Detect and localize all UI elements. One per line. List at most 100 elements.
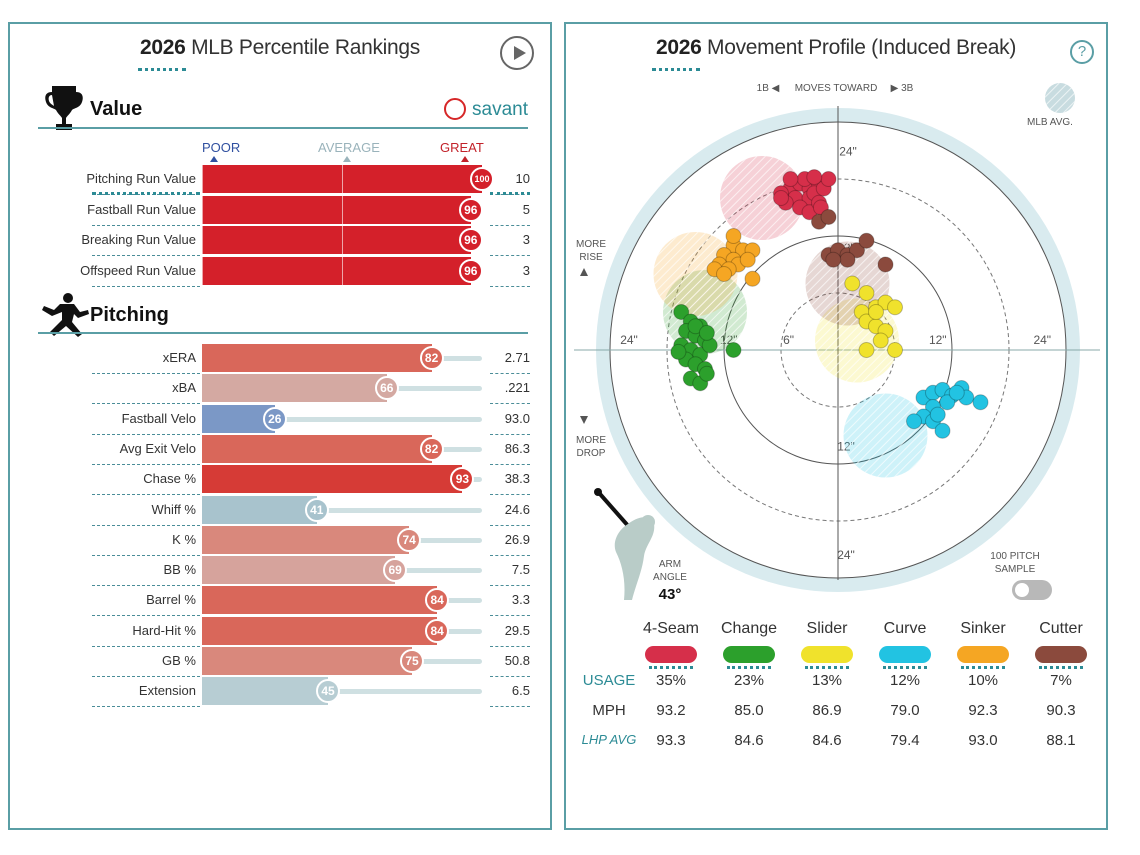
row-divider: [92, 433, 200, 435]
pitch-point: [858, 342, 875, 358]
rise-arrow-icon: [580, 268, 588, 276]
metric-bar: [202, 495, 317, 524]
highlight-underline: [490, 192, 530, 195]
pitch-type-underline: [805, 666, 849, 669]
scale-markers: [210, 156, 469, 162]
percentile-rankings-panel: 2026 MLB Percentile Rankings Value savan…: [8, 22, 552, 830]
pitch-point: [825, 251, 842, 268]
ring-label: 12": [929, 333, 947, 347]
metric-label: Barrel %: [146, 592, 196, 608]
pitch-point: [698, 365, 715, 382]
metric-bar: [202, 256, 471, 285]
pitch-type-name: Slider: [806, 620, 848, 637]
usage-value: 35%: [655, 672, 687, 689]
ring-label: 24": [620, 333, 638, 347]
metric-value: 50.8: [504, 653, 530, 668]
mlb-avg-legend-label: MLB AVG.: [1027, 117, 1073, 128]
row-divider: [490, 433, 530, 435]
metric-bar: [202, 525, 410, 554]
pitching-section-divider: [38, 332, 528, 334]
more-drop-label: MORE DROP: [576, 435, 606, 459]
pitch-type-underline: [961, 666, 1005, 669]
mlb-avg-hatch: [843, 393, 928, 478]
pitch-type-swatch: [879, 646, 931, 663]
percentile-title-text: MLB Percentile Rankings: [191, 36, 420, 59]
metric-label: GB %: [162, 653, 196, 668]
percentile-marker: 82: [419, 436, 444, 461]
lhp-avg-value: 93.0: [968, 732, 998, 749]
pitch-point: [948, 384, 965, 401]
metric-bar: [202, 586, 438, 615]
metric-label: BB %: [163, 562, 196, 578]
pitch-point: [820, 171, 837, 187]
sample-toggle[interactable]: [1012, 580, 1052, 600]
pitcher-arm-angle-icon: [594, 488, 655, 600]
pitch-point: [934, 422, 951, 439]
metric-value: 86.3: [504, 440, 530, 456]
metric-bar: [202, 556, 396, 585]
row-divider: [490, 706, 530, 708]
row-divider: [92, 706, 200, 708]
pitch-point: [929, 406, 946, 423]
savant-link[interactable]: savant: [472, 99, 528, 120]
pitch-type-underline: [883, 666, 927, 669]
row-divider: [490, 403, 530, 405]
row-divider: [490, 463, 530, 465]
lhp-avg-value: 93.3: [656, 732, 686, 749]
row-divider: [92, 224, 200, 226]
lhp-avg-value: 84.6: [812, 732, 842, 749]
movement-title-year: 2026: [655, 36, 702, 59]
row-divider: [490, 285, 530, 287]
row-divider: [490, 224, 530, 226]
percentile-marker: 66: [374, 376, 399, 401]
ring-label: 24": [839, 144, 857, 158]
row-divider: [92, 494, 200, 496]
moves-toward-1b: 1B ◀: [756, 83, 780, 94]
pitch-point: [887, 342, 903, 358]
scale-average-label: AVERAGE: [318, 140, 380, 155]
row-divider: [92, 285, 200, 287]
pitch-point: [972, 394, 989, 411]
metric-label: Pitching Run Value: [86, 171, 196, 186]
arm-angle-value: 43°: [658, 586, 682, 603]
pitch-point: [844, 275, 861, 292]
sample-toggle-label: 100 PITCH SAMPLE: [990, 551, 1040, 575]
metric-bar: [202, 195, 471, 224]
metric-label: Avg Exit Velo: [119, 440, 196, 456]
pitch-point: [868, 304, 884, 320]
row-divider: [490, 585, 530, 587]
metric-bar: [202, 404, 275, 433]
row-divider: [490, 615, 530, 617]
row-divider: [92, 585, 200, 587]
metric-value: .221: [504, 380, 530, 396]
metric-value: 24.6: [504, 501, 530, 517]
movement-chart: 24"12"12"24"24"12"6"12"24": [574, 83, 1100, 600]
pitcher-head: [641, 515, 655, 529]
metric-label: Fastball Run Value: [87, 201, 196, 217]
metric-bar: [202, 226, 471, 254]
metric-track: [202, 416, 482, 422]
pitch-point: [687, 318, 704, 335]
pitch-point: [806, 169, 823, 186]
metric-track: [202, 507, 482, 513]
metric-value: 26.9: [504, 531, 530, 547]
ring-label: 6": [783, 333, 794, 347]
pitch-point: [858, 285, 875, 301]
metric-value: 7.5: [511, 562, 530, 578]
lhp-avg-value: 84.6: [734, 732, 764, 749]
metric-value: 29.5: [504, 622, 530, 638]
pitch-type-swatch: [957, 646, 1009, 663]
play-button[interactable]: [500, 36, 534, 70]
row-divider: [490, 676, 530, 677]
value-section-divider: [38, 127, 528, 129]
metric-bar: [202, 616, 438, 645]
savant-logo-icon: [444, 98, 466, 120]
metric-label: Extension: [138, 683, 196, 699]
lhp-avg-value: 79.4: [890, 732, 920, 749]
average-line: [342, 165, 343, 285]
metric-bar: [202, 647, 412, 675]
help-button[interactable]: ?: [1070, 40, 1094, 64]
pitch-point: [877, 256, 894, 273]
highlight-underline: [92, 192, 200, 195]
movement-profile-panel: 2026 Movement Profile (Induced Break) ? …: [564, 22, 1108, 830]
